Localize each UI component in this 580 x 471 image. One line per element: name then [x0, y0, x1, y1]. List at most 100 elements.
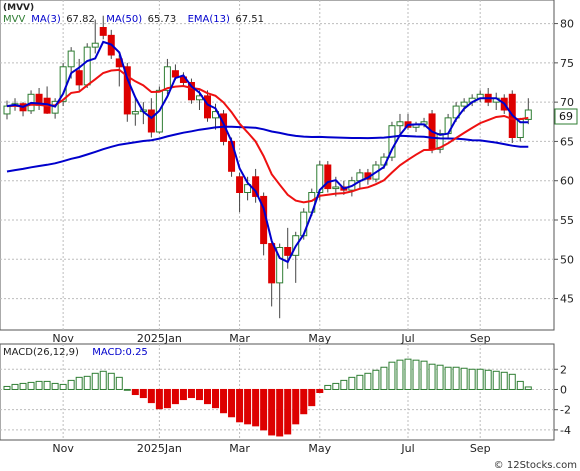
- candle-body-down: [204, 95, 211, 119]
- price-y-tick-label: 45: [560, 293, 574, 306]
- macd-bar-negative: [212, 388, 220, 409]
- macd-x-tick-label: Sep: [470, 442, 491, 455]
- price-x-tick-label: 2025Jan: [137, 332, 182, 345]
- macd-bar-positive: [19, 382, 27, 390]
- candle-body-up: [388, 125, 396, 158]
- price-y-tick-label: 75: [560, 57, 574, 70]
- macd-bar-negative: [276, 388, 284, 437]
- ema13-line: [6, 68, 529, 204]
- macd-bar-positive: [524, 386, 532, 390]
- candle-body-down: [252, 176, 260, 197]
- macd-bar-positive: [452, 366, 460, 390]
- macd-bar-negative: [236, 388, 244, 423]
- price-y-tick-label: 60: [560, 175, 574, 188]
- candle-body-down: [268, 243, 276, 284]
- candle: [91, 19, 99, 54]
- candle-body-up: [396, 121, 404, 127]
- candle: [75, 58, 83, 91]
- macd-bar-negative: [171, 388, 179, 405]
- legend-value: 65.73: [148, 14, 177, 25]
- legend-label: MA(3): [31, 14, 61, 25]
- price-y-tick-label: 55: [560, 214, 574, 227]
- macd-y-tick-label: -4: [560, 424, 571, 437]
- macd-y-tick-label: 0: [560, 383, 567, 396]
- macd-bar-negative: [252, 388, 260, 427]
- macd-bar-negative: [228, 388, 236, 418]
- macd-bar-negative: [268, 388, 276, 436]
- macd-bar-positive: [468, 368, 476, 390]
- macd-bar-positive: [444, 366, 452, 390]
- candle: [436, 129, 444, 154]
- candle: [99, 15, 107, 40]
- macd-y-tick-label: 2: [560, 363, 567, 376]
- macd-bar-positive: [460, 367, 468, 390]
- legend-value: 67.82: [66, 14, 95, 25]
- macd-legend-label: MACD(26,12,9): [3, 347, 79, 358]
- candle-body-down: [236, 176, 244, 194]
- price-x-axis: Nov 2025Jan Mar May Jul Sep: [52, 332, 490, 345]
- legend-label: MVV: [3, 14, 25, 25]
- macd-bar-negative: [244, 388, 252, 425]
- price-badge-box: [554, 108, 578, 125]
- candle-body-up: [163, 66, 171, 91]
- macd-legend-label: MACD:0.25: [92, 347, 148, 358]
- candle-body-down: [99, 27, 107, 36]
- macd-bar-positive: [3, 385, 11, 390]
- macd-bar-positive: [492, 370, 500, 390]
- macd-bar-positive: [67, 379, 75, 390]
- candle: [524, 98, 532, 125]
- price-legend: MVV MA(3) 67.82 MA(50) 65.73 EMA(13) 67.51: [3, 14, 264, 25]
- candle: [83, 43, 91, 88]
- ma3-line: [6, 40, 529, 264]
- candle-body-up: [460, 101, 468, 107]
- candle-body-down: [187, 82, 195, 101]
- macd-bars: [3, 358, 532, 437]
- macd-bar-positive: [484, 369, 492, 390]
- macd-bar-positive: [412, 359, 420, 390]
- macd-bar-positive: [107, 372, 115, 390]
- macd-bar-positive: [75, 376, 83, 390]
- macd-bar-positive: [428, 363, 436, 390]
- macd-bar-positive: [27, 381, 35, 390]
- candle-body-down: [147, 109, 155, 133]
- candle-body-up: [91, 42, 99, 48]
- candle-body-down: [171, 70, 179, 78]
- price-y-tick-label: 80: [560, 18, 574, 31]
- macd-bar-negative: [316, 388, 324, 394]
- macd-bar-positive: [83, 375, 91, 390]
- macd-bar-negative: [163, 388, 171, 409]
- macd-bar-negative: [187, 388, 195, 399]
- macd-bar-positive: [436, 364, 444, 390]
- price-y-tick-label: 50: [560, 253, 574, 266]
- price-x-tick-label: Jul: [400, 332, 414, 345]
- macd-bar-positive: [11, 383, 19, 390]
- macd-x-axis: Nov 2025Jan Mar May Jul Sep: [52, 442, 490, 455]
- macd-legend: MACD(26,12,9) MACD:0.25: [3, 347, 148, 358]
- candle-body-down: [75, 70, 83, 86]
- macd-bar-negative: [147, 388, 155, 404]
- macd-bar-positive: [420, 360, 428, 390]
- candle-body-down: [284, 247, 292, 256]
- candle-body-up: [244, 184, 252, 193]
- macd-bar-negative: [260, 388, 268, 431]
- price-y-axis: 45 50 55 60 65 70 75 80: [554, 18, 574, 306]
- macd-bar-negative: [292, 388, 300, 425]
- macd-bar-negative: [155, 388, 163, 410]
- legend-label: EMA(13): [188, 14, 230, 25]
- candle: [123, 62, 131, 122]
- macd-y-axis: -4 -2 0 2: [554, 363, 571, 437]
- macd-bar-positive: [396, 359, 404, 390]
- macd-bar-positive: [123, 388, 131, 391]
- legend: (MVV) MVV MA(3) 67.82 MA(50) 65.73 EMA(13) 67.…: [3, 3, 264, 25]
- macd-bar-negative: [179, 388, 187, 401]
- watermark: © 12Stocks.com: [494, 460, 577, 471]
- candle-body-up: [276, 247, 284, 284]
- macd-bar-negative: [220, 388, 228, 414]
- macd-x-tick-label: May: [308, 442, 331, 455]
- candle-body-up: [332, 186, 340, 190]
- macd-x-tick-label: Nov: [52, 442, 74, 455]
- legend-label: MA(50): [106, 14, 142, 25]
- price-y-tick-label: 70: [560, 96, 574, 109]
